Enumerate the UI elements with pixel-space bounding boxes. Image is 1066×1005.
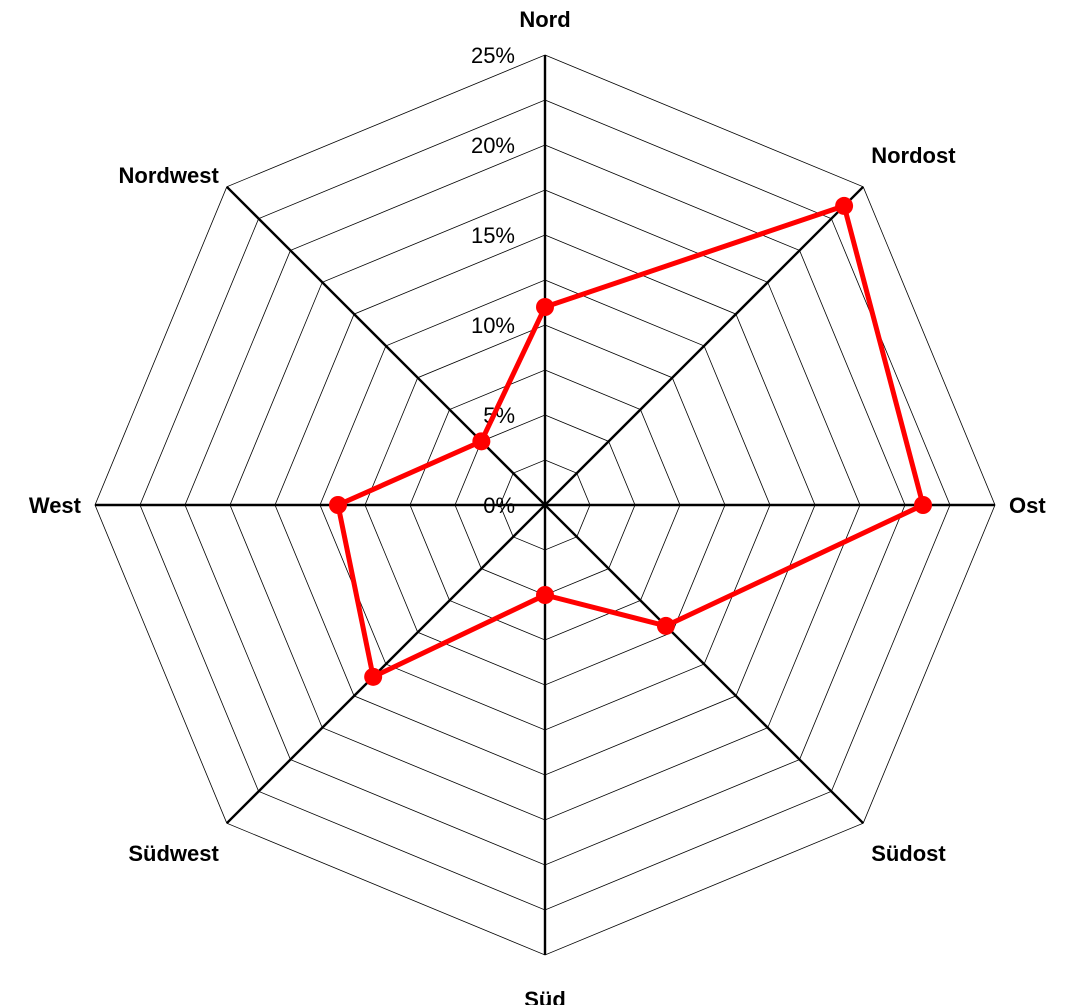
category-label-west: West <box>29 493 82 518</box>
data-point-nordost <box>835 196 854 215</box>
category-label-süd: Süd <box>524 987 566 1005</box>
r-tick-label-5: 25% <box>471 43 515 68</box>
category-label-südost: Südost <box>871 841 946 866</box>
category-label-nordost: Nordost <box>871 143 956 168</box>
r-tick-label-0: 0% <box>483 493 515 518</box>
category-label-layer: Nord Nordost Ost Südost Süd Südwest West Nordwe… <box>29 7 1047 1005</box>
axis-spoke-3 <box>544 504 865 825</box>
r-tick-label-2: 10% <box>471 313 515 338</box>
data-point-nord <box>536 298 554 316</box>
axis-spoke-1 <box>544 185 865 506</box>
r-tick-label-3: 15% <box>471 223 515 248</box>
category-label-nord: Nord <box>519 7 570 32</box>
category-label-ost: Ost <box>1009 493 1046 518</box>
data-point-süd <box>536 586 554 604</box>
data-point-ost <box>914 496 932 514</box>
axis-spoke-7 <box>225 185 546 506</box>
tick-label-layer: 0%5%10%15%20%25% <box>471 43 515 518</box>
axis-spoke-5 <box>225 504 546 825</box>
series-line-0 <box>335 202 926 681</box>
data-point-südost <box>656 616 675 635</box>
data-point-west <box>329 496 347 514</box>
axis-layer <box>95 55 995 955</box>
data-point-nordwest <box>472 432 491 451</box>
r-tick-label-4: 20% <box>471 133 515 158</box>
category-label-südwest: Südwest <box>128 841 219 866</box>
category-label-nordwest: Nordwest <box>119 163 220 188</box>
data-point-südwest <box>364 667 383 686</box>
series-layer <box>329 196 932 686</box>
